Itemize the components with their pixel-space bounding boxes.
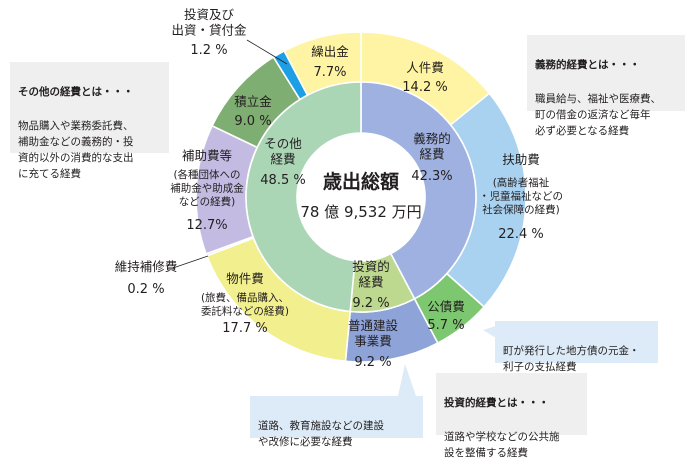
inner-label-1-line-0: 投資的 xyxy=(352,259,390,274)
note-mandatory-title: 義務的経費とは・・・ xyxy=(535,59,640,71)
inner-value-0: 42.3% xyxy=(411,169,452,184)
outer-label-4: 物件費 xyxy=(226,271,264,286)
note-mandatory-expenses: 義務的経費とは・・・ 職員給与、福祉や医療費、 町の借金の返済など毎年 必ず必要… xyxy=(527,35,685,137)
outer-sublabel-1-line-2: 社会保障の経費) xyxy=(482,203,560,216)
inner-value-1: 9.2 % xyxy=(352,296,389,311)
outer-value-1: 22.4 % xyxy=(498,227,543,242)
note-mandatory-body: 職員給与、福祉や医療費、 町の借金の返済など毎年 必ず必要となる経費 xyxy=(535,93,661,137)
outer-label-3-line-0: 普通建設 xyxy=(348,318,399,333)
leader-maintenance xyxy=(172,255,209,269)
outer-value-0: 14.2 % xyxy=(402,80,447,95)
outer-value-2: 5.7 % xyxy=(427,318,464,333)
outer-value-6: 12.7% xyxy=(186,218,227,233)
outer-label-2: 公債費 xyxy=(427,299,465,314)
outer-sublabel-4-line-0: (旅費、備品購入、 xyxy=(201,291,289,304)
center-title: 歳出総額 xyxy=(323,170,399,193)
outer-label-6: 補助費等 xyxy=(182,148,232,163)
inner-slice-0 xyxy=(360,81,477,300)
outer-sublabel-4-line-1: 委託料などの経費) xyxy=(201,305,289,318)
inner-slice-2 xyxy=(245,81,362,313)
callout-lines xyxy=(172,39,496,396)
outer-sublabel-6-line-0: (各種団体への xyxy=(173,168,240,181)
inner-label-0-line-0: 義務的 xyxy=(413,131,451,146)
outer-label-5: 維持補修費 xyxy=(115,259,178,274)
outer-label-8-line-0: 投資及び xyxy=(184,7,235,22)
outer-value-5: 0.2 % xyxy=(127,282,164,297)
note-investment-title: 投資的経費とは・・・ xyxy=(444,397,549,409)
outer-value-4: 17.7 % xyxy=(222,321,267,336)
inner-label-2-line-0: その他 xyxy=(264,136,302,151)
outer-value-7: 9.0 % xyxy=(234,114,271,129)
outer-sublabel-6-line-2: などの経費) xyxy=(179,195,236,208)
outer-sublabel-1-line-0: (高齢者福祉 xyxy=(493,176,550,189)
outer-label-3-line-1: 事業費 xyxy=(354,334,392,349)
outer-value-9: 7.7% xyxy=(313,65,346,80)
inner-label-0-line-1: 経費 xyxy=(419,147,444,162)
inner-label-2-line-1: 経費 xyxy=(270,152,295,167)
note-investment-expenses: 投資的経費とは・・・ 道路や学校などの公共施 設を整備する経費 xyxy=(436,373,587,459)
outer-sublabel-1-line-1: ・児童福祉などの xyxy=(479,190,563,203)
inner-value-2: 48.5 % xyxy=(260,173,305,188)
outer-label-1: 扶助費 xyxy=(502,152,540,167)
outer-sublabel-6-line-1: 補助金や助成金 xyxy=(170,182,244,195)
outer-label-0: 人件費 xyxy=(406,60,444,75)
outer-label-9: 繰出金 xyxy=(311,44,349,59)
note-other-title: その他の経費とは・・・ xyxy=(18,86,134,98)
outer-label-7: 積立金 xyxy=(234,94,272,109)
outer-value-8: 1.2 % xyxy=(190,43,227,58)
inner-ring xyxy=(245,81,477,313)
leader-investment-loans xyxy=(246,39,288,65)
pointer-debt-service xyxy=(483,326,496,338)
note-other-body: 物品購入や業務委託費、 補助金などの義務的・投 資的以外の消費的な支出 に充てる… xyxy=(18,120,134,180)
note-debt-body: 町が発行した地方債の元金・ 利子の支払経費 xyxy=(503,345,640,373)
inner-label-1-line-1: 経費 xyxy=(358,275,383,290)
note-investment-body: 道路や学校などの公共施 設を整備する経費 xyxy=(444,431,560,459)
note-construction-body: 道路、教育施設などの建設 や改修に必要な経費 xyxy=(258,420,384,448)
note-construction: 道路、教育施設などの建設 や改修に必要な経費 xyxy=(250,396,423,448)
outer-value-3: 9.2 % xyxy=(354,355,391,370)
note-debt-service: 町が発行した地方債の元金・ 利子の支払経費 xyxy=(495,321,658,373)
note-other-expenses: その他の経費とは・・・ 物品購入や業務委託費、 補助金などの義務的・投 資的以外… xyxy=(10,62,169,180)
pointer-construction xyxy=(398,364,416,396)
center-amount: 78 億 9,532 万円 xyxy=(300,203,421,221)
outer-label-8-line-1: 出資・貸付金 xyxy=(171,23,247,38)
